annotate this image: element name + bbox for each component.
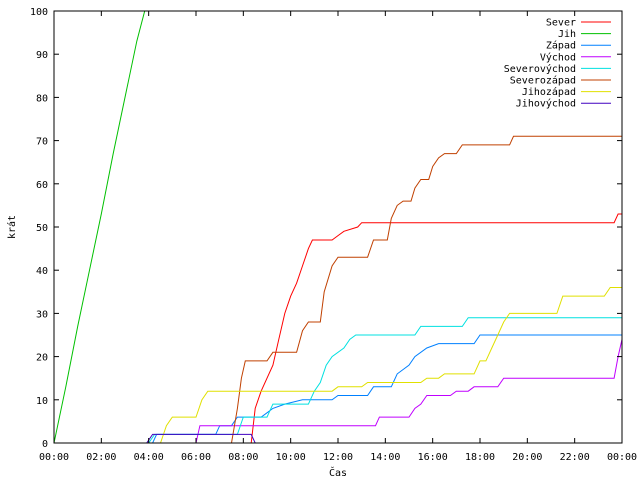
- x-tick-label: 04:00: [134, 452, 164, 463]
- x-tick-label: 10:00: [276, 452, 306, 463]
- series-line-jih: [54, 11, 146, 443]
- y-tick-label: 40: [36, 266, 48, 277]
- y-tick-label: 0: [42, 439, 48, 450]
- x-tick-label: 00:00: [607, 452, 637, 463]
- x-tick-label: 02:00: [86, 452, 116, 463]
- x-tick-label: 16:00: [418, 452, 448, 463]
- legend-label: Jih: [558, 29, 576, 40]
- x-tick-label: 08:00: [228, 452, 258, 463]
- legend-label: Jihozápad: [522, 86, 576, 98]
- legend: SeverJihZápadVýchodSeverovýchodSeverozáp…: [504, 18, 611, 110]
- series-line-jihozapad: [160, 287, 622, 443]
- x-tick-label: 14:00: [370, 452, 400, 463]
- series-line-severovychod: [148, 317, 622, 443]
- x-tick-label: 20:00: [512, 452, 542, 463]
- legend-label: Sever: [546, 18, 576, 29]
- y-tick-label: 60: [36, 180, 48, 191]
- x-tick-label: 18:00: [465, 452, 495, 463]
- series-line-sever: [250, 213, 622, 443]
- y-axis: 0 10 20 30 40 50 60 70 80 90 100: [30, 7, 622, 450]
- series-line-vychod: [195, 339, 622, 443]
- legend-label: Východ: [540, 51, 576, 63]
- legend-label: Severozápad: [510, 75, 576, 87]
- series-line-severozapad: [231, 135, 622, 443]
- x-tick-label: 22:00: [560, 452, 590, 463]
- x-tick-label: 12:00: [323, 452, 353, 463]
- x-tick-label: 06:00: [181, 452, 211, 463]
- y-tick-label: 30: [36, 309, 48, 320]
- y-tick-label: 100: [30, 7, 48, 18]
- x-tick-label: 00:00: [39, 452, 69, 463]
- x-axis: 00:00 02:00 04:00 06:00 08:00 10:00 12:00 14:00…: [39, 11, 637, 463]
- y-tick-label: 10: [36, 396, 48, 407]
- legend-label: Západ: [546, 40, 576, 52]
- y-tick-label: 20: [36, 353, 48, 364]
- y-tick-label: 50: [36, 223, 48, 234]
- x-axis-label: Čas: [329, 466, 347, 479]
- y-tick-label: 90: [36, 50, 48, 61]
- series-line-zapad: [152, 334, 622, 443]
- series-lines: [54, 11, 622, 443]
- series-line-jihovychod: [146, 433, 256, 443]
- legend-label: Jihovýchod: [516, 98, 576, 110]
- legend-label: Severovýchod: [504, 63, 576, 75]
- y-axis-label: krát: [6, 215, 18, 239]
- y-tick-label: 70: [36, 137, 48, 148]
- y-tick-label: 80: [36, 93, 48, 104]
